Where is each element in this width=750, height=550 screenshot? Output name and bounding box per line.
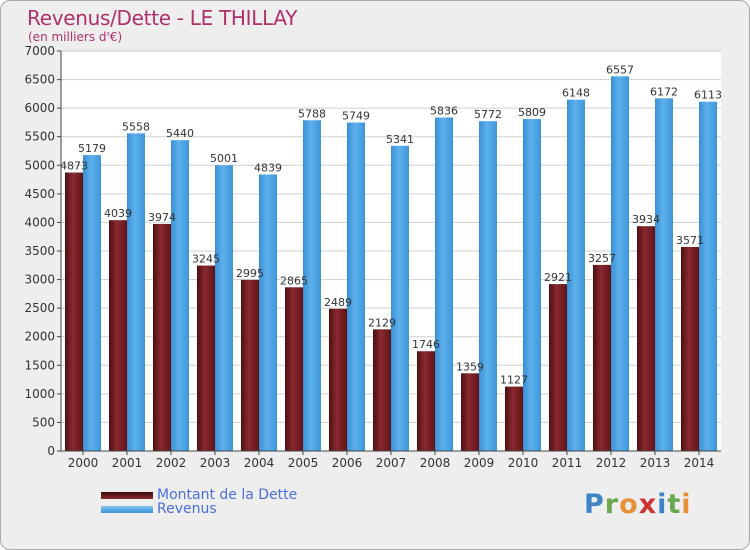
y-tick-label: 1500 (24, 358, 55, 372)
debt-bar (417, 351, 435, 451)
debt-bar (505, 386, 523, 451)
debt-value-label: 3974 (148, 211, 176, 224)
y-tick-label: 2000 (24, 330, 55, 344)
revenue-value-label: 6557 (606, 63, 634, 76)
revenue-bar (303, 120, 321, 451)
debt-bar (65, 172, 83, 452)
legend-swatch-dette (101, 492, 153, 499)
debt-bar (681, 246, 699, 451)
debt-bar (197, 265, 215, 451)
debt-value-label: 2995 (236, 267, 264, 280)
revenue-value-label: 6113 (694, 89, 722, 102)
revenue-value-label: 5809 (518, 106, 546, 119)
debt-value-label: 4039 (104, 207, 132, 220)
revenue-value-label: 5341 (386, 133, 414, 146)
legend-label-dette: Montant de la Dette (157, 487, 298, 503)
debt-bar (373, 329, 391, 451)
debt-value-label: 4873 (60, 160, 88, 173)
revenue-bar (611, 76, 629, 452)
legend-swatch-revenus (101, 506, 153, 513)
x-tick-label: 2007 (376, 456, 407, 470)
revenue-bar (127, 133, 145, 451)
debt-bar (109, 220, 127, 451)
revenue-value-label: 4839 (254, 161, 282, 174)
revenue-bar (215, 165, 233, 451)
debt-value-label: 1127 (500, 374, 528, 387)
x-tick-label: 2005 (288, 456, 319, 470)
revenue-bar (83, 155, 101, 452)
y-tick-label: 5000 (24, 158, 55, 172)
revenue-bar (523, 119, 541, 452)
revenue-bar (259, 174, 277, 451)
debt-value-label: 2489 (324, 296, 352, 309)
chart-title: Revenus/Dette - LE THILLAY (27, 6, 298, 30)
y-tick-label: 3000 (24, 273, 55, 287)
x-tick-label: 2006 (332, 456, 363, 470)
debt-value-label: 3257 (588, 252, 616, 265)
debt-bar (153, 223, 171, 451)
debt-bar (637, 226, 655, 451)
revenue-bar (171, 140, 189, 451)
debt-bar (241, 279, 259, 451)
debt-bar (329, 308, 347, 451)
proxiti-logo: Proxiti (584, 489, 692, 520)
x-tick-label: 2012 (596, 456, 627, 470)
revenue-value-label: 5558 (122, 120, 150, 133)
debt-bar (593, 264, 611, 451)
revenue-value-label: 5749 (342, 109, 370, 122)
debt-bar (285, 287, 303, 451)
revenue-value-label: 5440 (166, 127, 194, 140)
revenue-bar (347, 122, 365, 451)
debt-bar (461, 373, 479, 451)
y-tick-label: 5500 (24, 130, 55, 144)
x-tick-label: 2010 (508, 456, 539, 470)
revenue-value-label: 5836 (430, 105, 458, 118)
revenue-bar (699, 101, 717, 451)
y-tick-label: 6000 (24, 101, 55, 115)
debt-value-label: 1746 (412, 338, 440, 351)
x-tick-label: 2004 (244, 456, 275, 470)
debt-value-label: 3245 (192, 253, 220, 266)
debt-value-label: 3571 (676, 234, 704, 247)
x-tick-label: 2003 (200, 456, 231, 470)
chart-subtitle: (en milliers d'€) (28, 30, 123, 44)
y-tick-label: 3500 (24, 244, 55, 258)
y-tick-label: 4500 (24, 187, 55, 201)
revenue-value-label: 5001 (210, 152, 238, 165)
legend-label-revenus: Revenus (157, 501, 217, 517)
debt-value-label: 2129 (368, 316, 396, 329)
revenue-value-label: 6172 (650, 85, 678, 98)
y-tick-label: 4000 (24, 215, 55, 229)
x-tick-label: 2014 (684, 456, 715, 470)
revenue-value-label: 6148 (562, 87, 590, 100)
revenue-value-label: 5179 (78, 142, 106, 155)
x-tick-label: 2001 (112, 456, 143, 470)
y-tick-label: 6500 (24, 73, 55, 87)
revenue-value-label: 5788 (298, 107, 326, 120)
revenue-bar (479, 121, 497, 452)
y-tick-label: 2500 (24, 301, 55, 315)
x-tick-label: 2009 (464, 456, 495, 470)
revenue-bar (391, 145, 409, 452)
x-tick-label: 2002 (156, 456, 187, 470)
debt-value-label: 3934 (632, 213, 660, 226)
y-tick-label: 0 (47, 444, 55, 458)
debt-value-label: 2921 (544, 271, 572, 284)
x-tick-label: 2000 (68, 456, 99, 470)
debt-bar (549, 284, 567, 451)
debt-value-label: 2865 (280, 274, 308, 287)
y-tick-label: 7000 (24, 44, 55, 58)
revenue-bar (435, 117, 453, 451)
debt-value-label: 1359 (456, 360, 484, 373)
x-tick-label: 2013 (640, 456, 671, 470)
y-tick-label: 500 (32, 415, 55, 429)
revenue-bar (567, 99, 585, 451)
y-tick-label: 1000 (24, 387, 55, 401)
x-tick-label: 2011 (552, 456, 583, 470)
x-tick-label: 2008 (420, 456, 451, 470)
revenue-bar (655, 98, 673, 452)
revenue-value-label: 5772 (474, 108, 502, 121)
